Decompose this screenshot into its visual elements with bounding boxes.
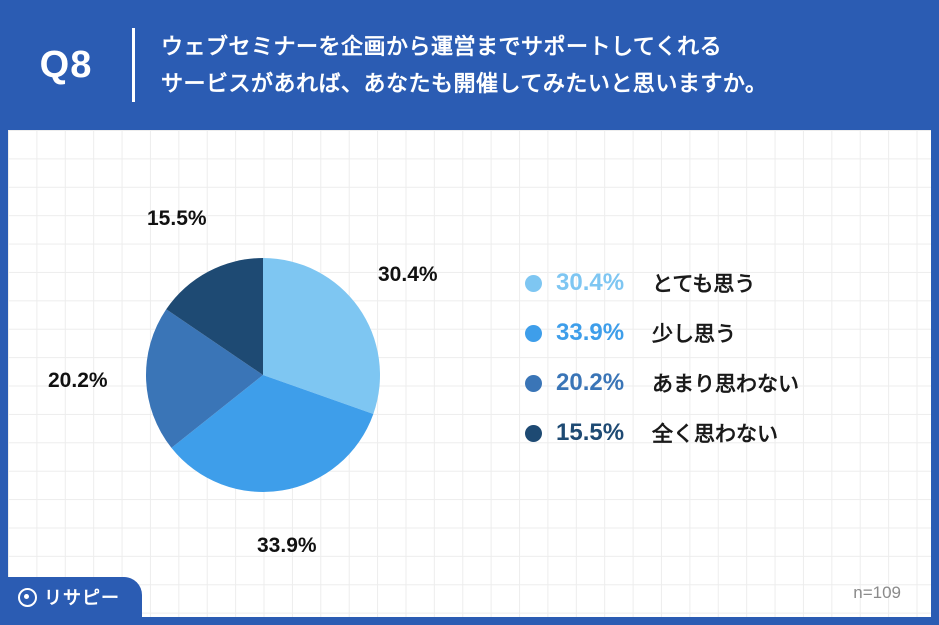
legend-label: 少し思う bbox=[652, 323, 736, 346]
pie-label-sukoshi-omou: 33.9% bbox=[257, 534, 317, 557]
legend-label: 全く思わない bbox=[652, 423, 778, 446]
legend-item-amari-omowanai: 20.2% あまり思わない bbox=[525, 358, 799, 408]
logo-text: リサピー bbox=[44, 588, 120, 608]
pie-label-mattaku-omowanai: 15.5% bbox=[147, 207, 207, 230]
legend-percent: 30.4% bbox=[556, 269, 625, 296]
pie-slice-0 bbox=[263, 258, 380, 414]
legend-dot-icon bbox=[525, 424, 542, 442]
logo-badge: リサピー bbox=[8, 577, 142, 617]
legend-label: あまり思わない bbox=[652, 373, 799, 396]
pie-slice-2 bbox=[146, 309, 263, 448]
header: Q8 ウェブセミナーを企画から運営までサポートしてくれる サービスがあれば、あな… bbox=[0, 0, 939, 130]
legend-label: とても思う bbox=[652, 273, 756, 296]
legend-item-totemo-omou: 30.4% とても思う bbox=[525, 258, 799, 308]
header-divider bbox=[132, 28, 135, 102]
pie-label-amari-omowanai: 20.2% bbox=[48, 369, 108, 392]
legend-dot-icon bbox=[525, 324, 542, 342]
sample-size: n=109 bbox=[853, 583, 901, 602]
risapy-logo-icon bbox=[18, 587, 37, 607]
chart-area: 30.4% 33.9% 20.2% 15.5% 30.4% とても思う 33.9… bbox=[8, 130, 931, 617]
question-title: ウェブセミナーを企画から運営までサポートしてくれる サービスがあれば、あなたも開… bbox=[161, 28, 767, 103]
legend-item-sukoshi-omou: 33.9% 少し思う bbox=[525, 308, 799, 358]
legend-percent: 33.9% bbox=[556, 319, 625, 346]
legend: 30.4% とても思う 33.9% 少し思う 20.2% あまり思わない 15.… bbox=[525, 258, 799, 458]
question-title-line2: サービスがあれば、あなたも開催してみたいと思いますか。 bbox=[161, 71, 768, 96]
legend-dot-icon bbox=[525, 274, 542, 292]
pie-slice-1 bbox=[171, 375, 374, 492]
pie-label-totemo-omou: 30.4% bbox=[378, 263, 438, 286]
question-title-line1: ウェブセミナーを企画から運営までサポートしてくれる bbox=[161, 33, 723, 59]
question-number: Q8 bbox=[39, 43, 93, 86]
legend-item-mattaku-omowanai: 15.5% 全く思わない bbox=[525, 408, 799, 458]
pie-slice-3 bbox=[166, 258, 263, 375]
legend-percent: 20.2% bbox=[556, 369, 625, 396]
pie-chart bbox=[146, 258, 380, 492]
legend-dot-icon bbox=[525, 374, 542, 392]
legend-percent: 15.5% bbox=[556, 419, 625, 446]
